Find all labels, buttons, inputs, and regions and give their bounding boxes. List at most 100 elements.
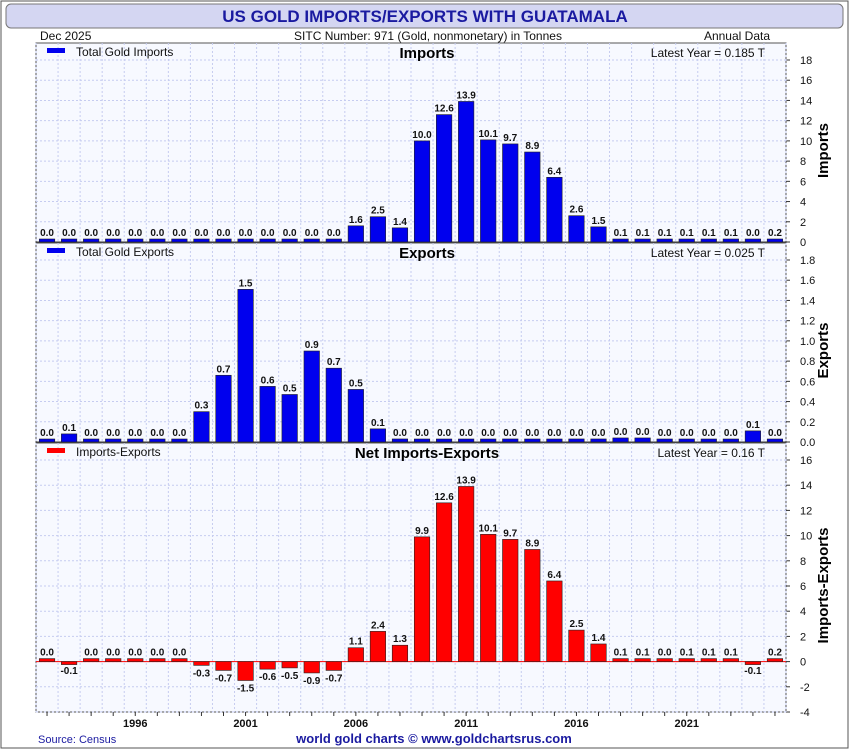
bar-1998: [171, 658, 188, 662]
data-label-2020: 0.0: [658, 428, 672, 439]
bar-2011: [458, 486, 475, 662]
bar-2019: [634, 437, 651, 443]
y-tick-label: 8: [800, 156, 806, 168]
y-tick-label: 14: [800, 480, 812, 492]
data-label-2021: 0.1: [680, 228, 694, 239]
data-label-2001: -1.5: [237, 684, 255, 695]
data-label-2008: 0.0: [393, 428, 407, 439]
data-label-2012: 10.1: [478, 129, 498, 140]
data-label-2007: 0.1: [371, 418, 385, 429]
data-label-2024: -0.1: [744, 666, 762, 677]
bar-2009: [413, 140, 431, 243]
bar-2025: [766, 238, 784, 243]
data-label-2021: 0.1: [680, 648, 694, 659]
bar-1996: [127, 438, 144, 443]
x-tick-label: 2011: [454, 718, 478, 730]
bar-2007: [369, 428, 386, 443]
data-label-2009: 0.0: [415, 428, 429, 439]
y-tick-label: 10: [800, 531, 812, 543]
bar-2003: [281, 238, 298, 243]
bar-2024: [744, 238, 761, 243]
data-label-2013: 9.7: [503, 133, 517, 144]
y-tick-label: 10: [800, 136, 812, 148]
y-axis-title: Imports-Exports: [815, 528, 832, 644]
data-label-2023: 0.0: [724, 428, 738, 439]
data-label-2003: 0.0: [283, 228, 297, 239]
data-label-2012: 0.0: [481, 428, 495, 439]
data-label-2004: 0.9: [305, 340, 319, 351]
bar-1992: [38, 658, 56, 662]
y-tick-label: 2: [800, 217, 806, 229]
data-label-2006: 1.1: [349, 637, 363, 648]
date-label: Dec 2025: [40, 29, 92, 43]
y-tick-label: 0: [800, 237, 806, 249]
bar-2000: [215, 238, 232, 243]
credit-label: world gold charts © www.goldchartsrus.co…: [295, 731, 572, 746]
data-label-1998: 0.0: [172, 648, 186, 659]
data-label-2007: 2.5: [371, 206, 385, 217]
bar-2015: [546, 580, 563, 662]
bar-2009: [413, 536, 431, 662]
data-label-2018: 0.1: [614, 228, 628, 239]
bar-2008: [391, 644, 409, 662]
y-tick-label: -2: [800, 682, 810, 694]
x-tick-label: 2006: [344, 718, 368, 730]
bar-1997: [149, 438, 166, 443]
bar-2024: [744, 430, 761, 443]
x-tick-label: 2021: [674, 718, 698, 730]
bar-2016: [568, 629, 585, 662]
latest-year-label: Latest Year = 0.025 T: [651, 246, 766, 260]
bar-2016: [568, 215, 585, 243]
bar-1994: [83, 438, 100, 443]
data-label-2023: 0.1: [724, 648, 738, 659]
exports-panel: 0.0 0.2 0.4 0.6 0.8 1.0 1.2 1.4 1.6 1.8 0.0 0.1 0.0 0…: [35, 242, 832, 449]
bar-1996: [127, 658, 144, 662]
data-label-2017: 1.5: [592, 216, 606, 227]
legend-label: Total Gold Imports: [76, 45, 173, 59]
bar-1995: [105, 658, 122, 662]
bar-1995: [105, 438, 122, 443]
bar-2019: [634, 238, 651, 243]
y-tick-label: 0.6: [800, 376, 815, 388]
bar-2021: [678, 658, 695, 662]
y-tick-label: 6: [800, 176, 806, 188]
data-label-1995: 0.0: [106, 228, 120, 239]
data-label-2015: 0.0: [547, 428, 561, 439]
bar-2010: [436, 114, 453, 243]
panel-title: Imports: [399, 45, 454, 62]
data-label-2013: 9.7: [503, 528, 517, 539]
bar-2018: [612, 658, 629, 662]
y-tick-label: 1.2: [800, 316, 815, 328]
data-label-2014: 8.9: [525, 141, 539, 152]
data-label-2017: 1.4: [592, 633, 606, 644]
bar-2010: [436, 502, 453, 662]
bar-2023: [722, 438, 739, 443]
imports-panel: 0 2 4 6 8 10 12 14 16 18 0.0 0.0 0.0 0.0 0.0 0.0 0.0 0.0 0…: [35, 42, 832, 249]
data-label-2025: 0.2: [768, 228, 782, 239]
data-label-1997: 0.0: [150, 228, 164, 239]
data-label-1997: 0.0: [150, 428, 164, 439]
bar-2023: [722, 238, 739, 243]
bar-2019: [634, 658, 651, 662]
data-label-2001: 1.5: [239, 278, 253, 289]
bar-1998: [171, 438, 188, 443]
data-label-2022: 0.1: [702, 648, 716, 659]
panel-title: Net Imports-Exports: [355, 445, 499, 462]
data-label-2013: 0.0: [503, 428, 517, 439]
data-label-1999: -0.3: [193, 668, 211, 679]
bar-2006: [347, 389, 364, 443]
data-label-2006: 0.5: [349, 378, 363, 389]
bar-2018: [612, 238, 629, 243]
bar-2023: [722, 658, 739, 662]
y-tick-label: 16: [800, 455, 812, 467]
y-tick-label: 0.2: [800, 417, 815, 429]
bar-2014: [524, 438, 541, 443]
bar-2012: [480, 139, 497, 243]
x-tick-label: 2001: [233, 718, 257, 730]
y-tick-label: 0.8: [800, 356, 815, 368]
bar-2000: [215, 661, 232, 671]
y-tick-label: 1.0: [800, 336, 815, 348]
title-bar: [5, 3, 844, 29]
